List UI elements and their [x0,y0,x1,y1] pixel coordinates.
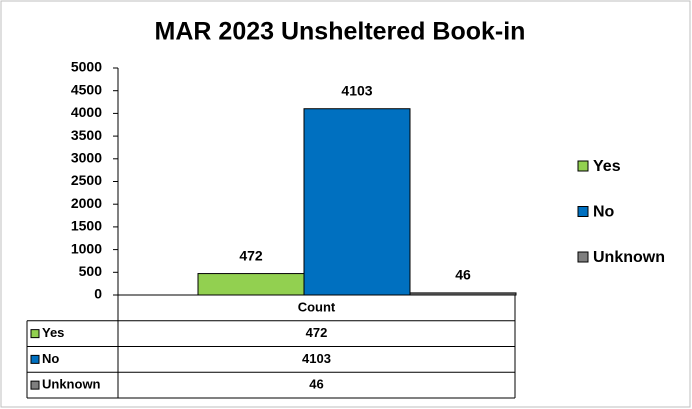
table-legend-key [30,329,40,339]
legend-key [577,206,589,217]
data-label: 4103 [341,82,372,98]
y-tick-label: 0 [94,286,102,302]
y-tick-label: 1000 [71,240,102,256]
chart-title: MAR 2023 Unsheltered Book-in [155,18,526,46]
legend-label: No [593,204,615,221]
table-cell: 46 [309,377,323,392]
bar [197,273,305,296]
y-tick-label: 3500 [71,127,102,143]
legend-key [577,251,589,263]
bar [303,108,411,296]
table-legend-key [30,380,40,390]
legend-label: Unknown [593,249,665,266]
table-row-label: Yes [42,325,64,340]
table-cell: 4103 [302,351,331,366]
y-tick-label: 2500 [71,172,102,188]
legend-key [577,160,589,172]
legend-label: Yes [593,158,621,175]
y-tick-label: 5000 [71,59,102,75]
y-tick-label: 3000 [71,150,102,166]
y-tick-label: 500 [79,263,103,279]
table-cell: 472 [306,325,328,340]
y-tick-label: 2000 [71,195,102,211]
data-label: 472 [239,247,263,263]
table-legend-key [30,354,40,364]
table-header: Count [298,299,336,314]
data-label: 46 [455,267,471,283]
table-row-label: No [42,351,59,366]
table-row-label: Unknown [42,377,101,392]
y-tick-label: 1500 [71,218,102,234]
y-tick-label: 4500 [71,81,102,97]
y-tick-label: 4000 [71,104,102,120]
